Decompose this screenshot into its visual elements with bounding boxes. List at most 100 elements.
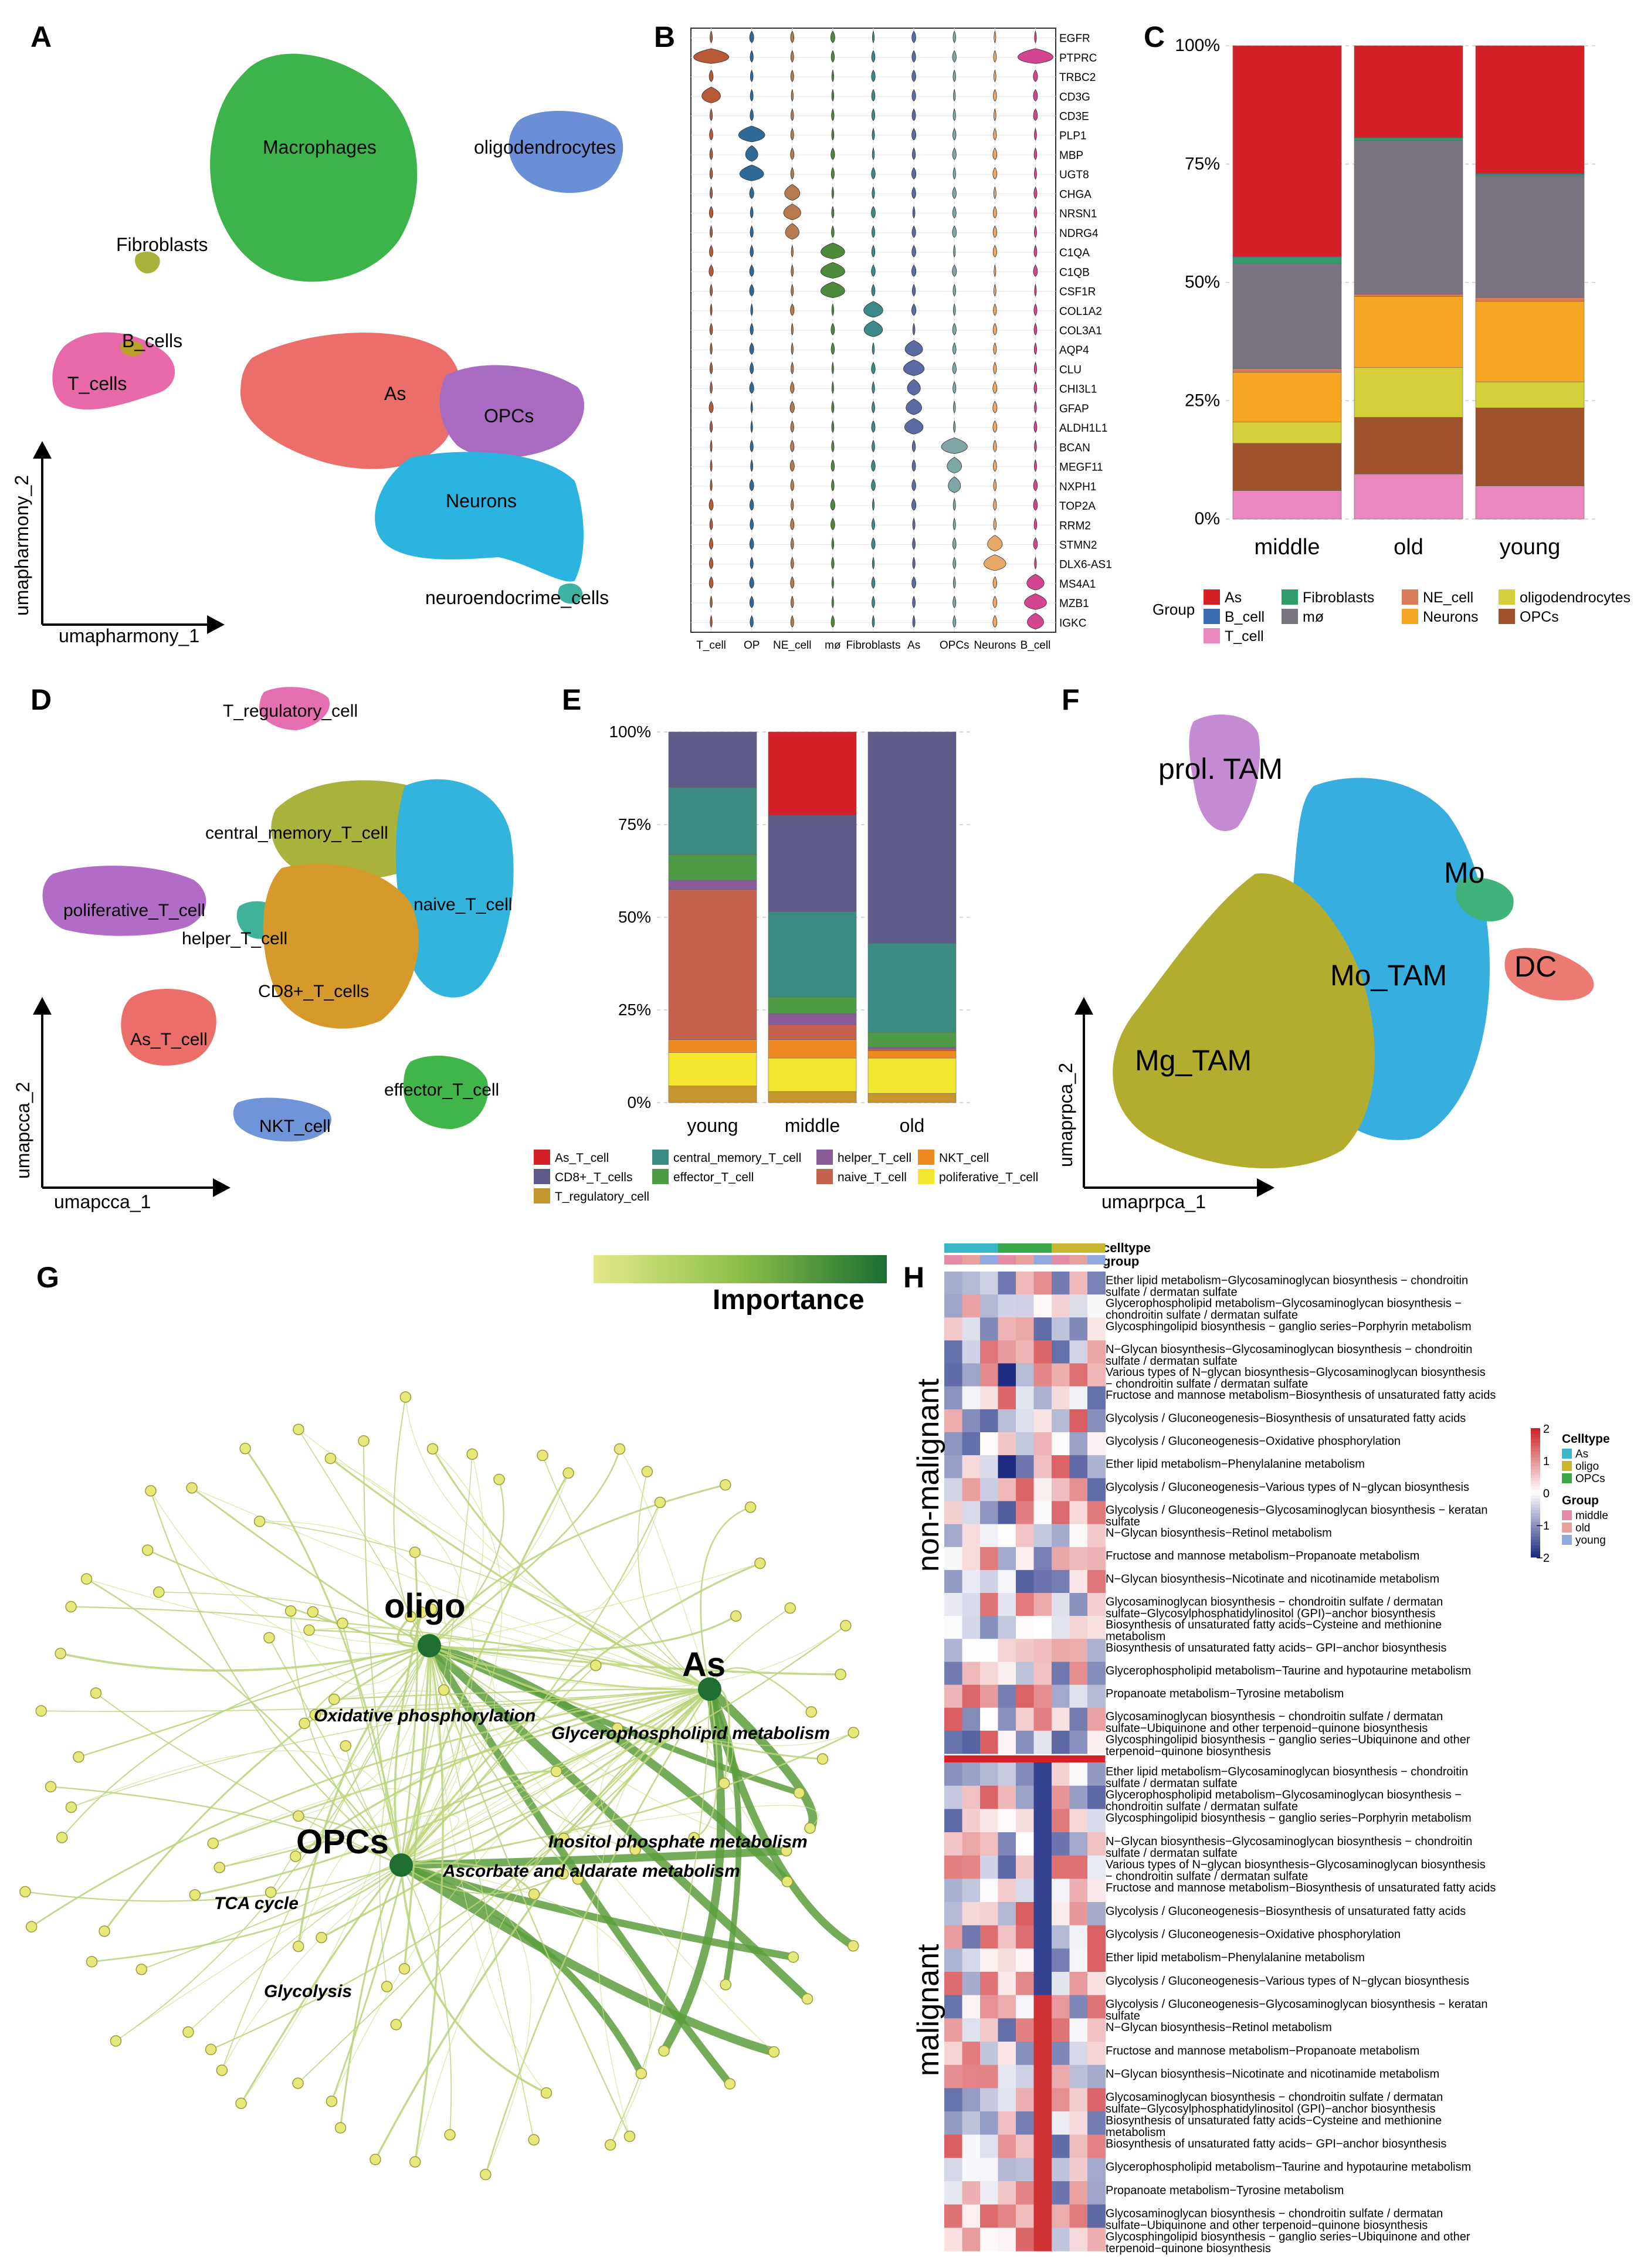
heatmap-cell	[1069, 1662, 1088, 1686]
heatmap-cell	[1052, 1363, 1070, 1387]
violin-shape	[911, 498, 917, 511]
violin-shape	[710, 478, 713, 491]
heatmap-cell	[1033, 2204, 1052, 2228]
heatmap-cell	[998, 1478, 1016, 1501]
violin-shape	[831, 127, 835, 141]
violin-shape	[831, 205, 835, 219]
colorbar-step	[1531, 1534, 1540, 1537]
violin-shape	[1034, 401, 1037, 413]
network-node	[19, 1886, 31, 1898]
y-tick-label: 75%	[618, 815, 651, 833]
heatmap-cell	[1087, 1684, 1106, 1708]
violin-shape	[906, 398, 922, 415]
umap-d-axes	[33, 997, 231, 1197]
network-edge	[709, 1667, 812, 1713]
violin-shape	[790, 557, 794, 569]
heatmap-cell	[944, 1639, 962, 1662]
network-edge	[309, 1629, 710, 1690]
colorbar-step	[1531, 1507, 1540, 1511]
heatmap-cell	[1033, 2181, 1052, 2205]
heatmap-cell	[1016, 1684, 1034, 1708]
heatmap-row-label: Glycolysis / Gluconeogenesis−Various typ…	[1106, 1481, 1469, 1494]
y-tick-label: 100%	[1175, 36, 1220, 55]
heatmap-row-labels: Ether lipid metabolism−Glycosaminoglycan…	[1106, 1274, 1496, 2256]
violin-shape	[791, 323, 794, 335]
heatmap-cell	[1069, 1925, 1088, 1949]
importance-colorbar	[594, 1255, 887, 1283]
bar-segment	[1354, 367, 1463, 418]
violin-shape	[749, 537, 754, 550]
network-edge	[401, 1728, 733, 1866]
heatmap-row-label: Glycolysis / Gluconeogenesis−Biosynthesi…	[1106, 1412, 1466, 1425]
violin-shape	[1024, 593, 1047, 610]
heatmap-cell	[944, 1879, 962, 1903]
heatmap-cell	[944, 1272, 962, 1295]
heatmap-row-label: Glycerophospholipid metabolism−Taurine a…	[1106, 1664, 1471, 1677]
heatmap-cell	[998, 1809, 1016, 1833]
heatmap-cell	[980, 2158, 998, 2182]
heatmap-cell	[1069, 1547, 1088, 1571]
heatmap-row-label: N−Glycan biosynthesis−Retinol metabolism	[1106, 2021, 1332, 2034]
violin-shape	[831, 108, 835, 121]
network-node	[99, 1925, 110, 1937]
heatmap-cell	[1087, 2228, 1106, 2252]
heatmap-cell	[1052, 1785, 1070, 1809]
violin-shape	[872, 517, 875, 530]
violin-shape	[831, 147, 835, 160]
violin-shape	[791, 245, 794, 257]
heatmap-cell	[1087, 1569, 1106, 1594]
legend-label: T_regulatory_cell	[555, 1190, 649, 1204]
violin-shape	[710, 595, 713, 608]
network-node	[398, 1963, 411, 1975]
network-node	[688, 1832, 700, 1844]
violin-shape	[709, 167, 713, 179]
violin-shape	[984, 554, 1006, 571]
network-edge	[428, 1643, 801, 1796]
violin-shape	[872, 342, 875, 355]
y-tick-label: 50%	[1185, 273, 1220, 292]
heatmap-cell	[1069, 1832, 1088, 1856]
heatmap-cell	[1069, 2181, 1088, 2205]
heatmap-cell	[1016, 1730, 1034, 1754]
heatmap-cell	[1069, 2064, 1088, 2089]
violin-shape	[911, 187, 916, 199]
network-edge	[297, 1645, 431, 1947]
heatmap-cell	[1069, 2088, 1088, 2112]
cluster-t-regulatory	[259, 687, 330, 730]
violin-shape	[693, 48, 729, 64]
heatmap-cell	[944, 1832, 962, 1856]
heatmap-cell	[1052, 1432, 1070, 1456]
heatmap-cell	[998, 1902, 1016, 1926]
violin-shape	[1018, 48, 1053, 64]
heatmap-cell	[1033, 2018, 1052, 2042]
heatmap-row-label: Ether lipid metabolism−Glycosaminoglycan…	[1106, 1765, 1468, 1790]
heatmap-cell	[944, 2228, 962, 2252]
heatmap-cell	[980, 1593, 998, 1616]
network-edge	[330, 1457, 710, 1690]
heatmap-cell	[944, 1294, 962, 1318]
bar-segment	[1232, 372, 1342, 422]
violin-shape	[993, 439, 997, 453]
network-edge	[150, 1490, 430, 1655]
heatmap-cell	[1052, 1925, 1070, 1949]
violin-shape	[912, 323, 916, 335]
network-node	[405, 1611, 416, 1623]
network-node	[537, 1449, 548, 1462]
network-node	[86, 1956, 98, 1968]
heatmap-cell	[998, 2181, 1016, 2205]
violin-shape	[790, 69, 794, 82]
heatmap-cell	[1087, 1707, 1106, 1731]
heatmap-cell	[1087, 1272, 1106, 1295]
violin-shape	[953, 420, 956, 433]
colorbar-step	[1531, 1490, 1540, 1493]
network-node	[390, 2019, 402, 2030]
violin-shape	[952, 50, 957, 63]
network-edge	[484, 1689, 711, 2175]
violin-shape	[710, 342, 713, 355]
cluster-as	[240, 333, 462, 469]
heatmap-cell	[1016, 1762, 1034, 1786]
violin-shape	[952, 206, 957, 219]
hub-node-oligo	[418, 1634, 441, 1657]
violin-shape	[1034, 225, 1037, 238]
network-edge	[415, 1689, 710, 2162]
